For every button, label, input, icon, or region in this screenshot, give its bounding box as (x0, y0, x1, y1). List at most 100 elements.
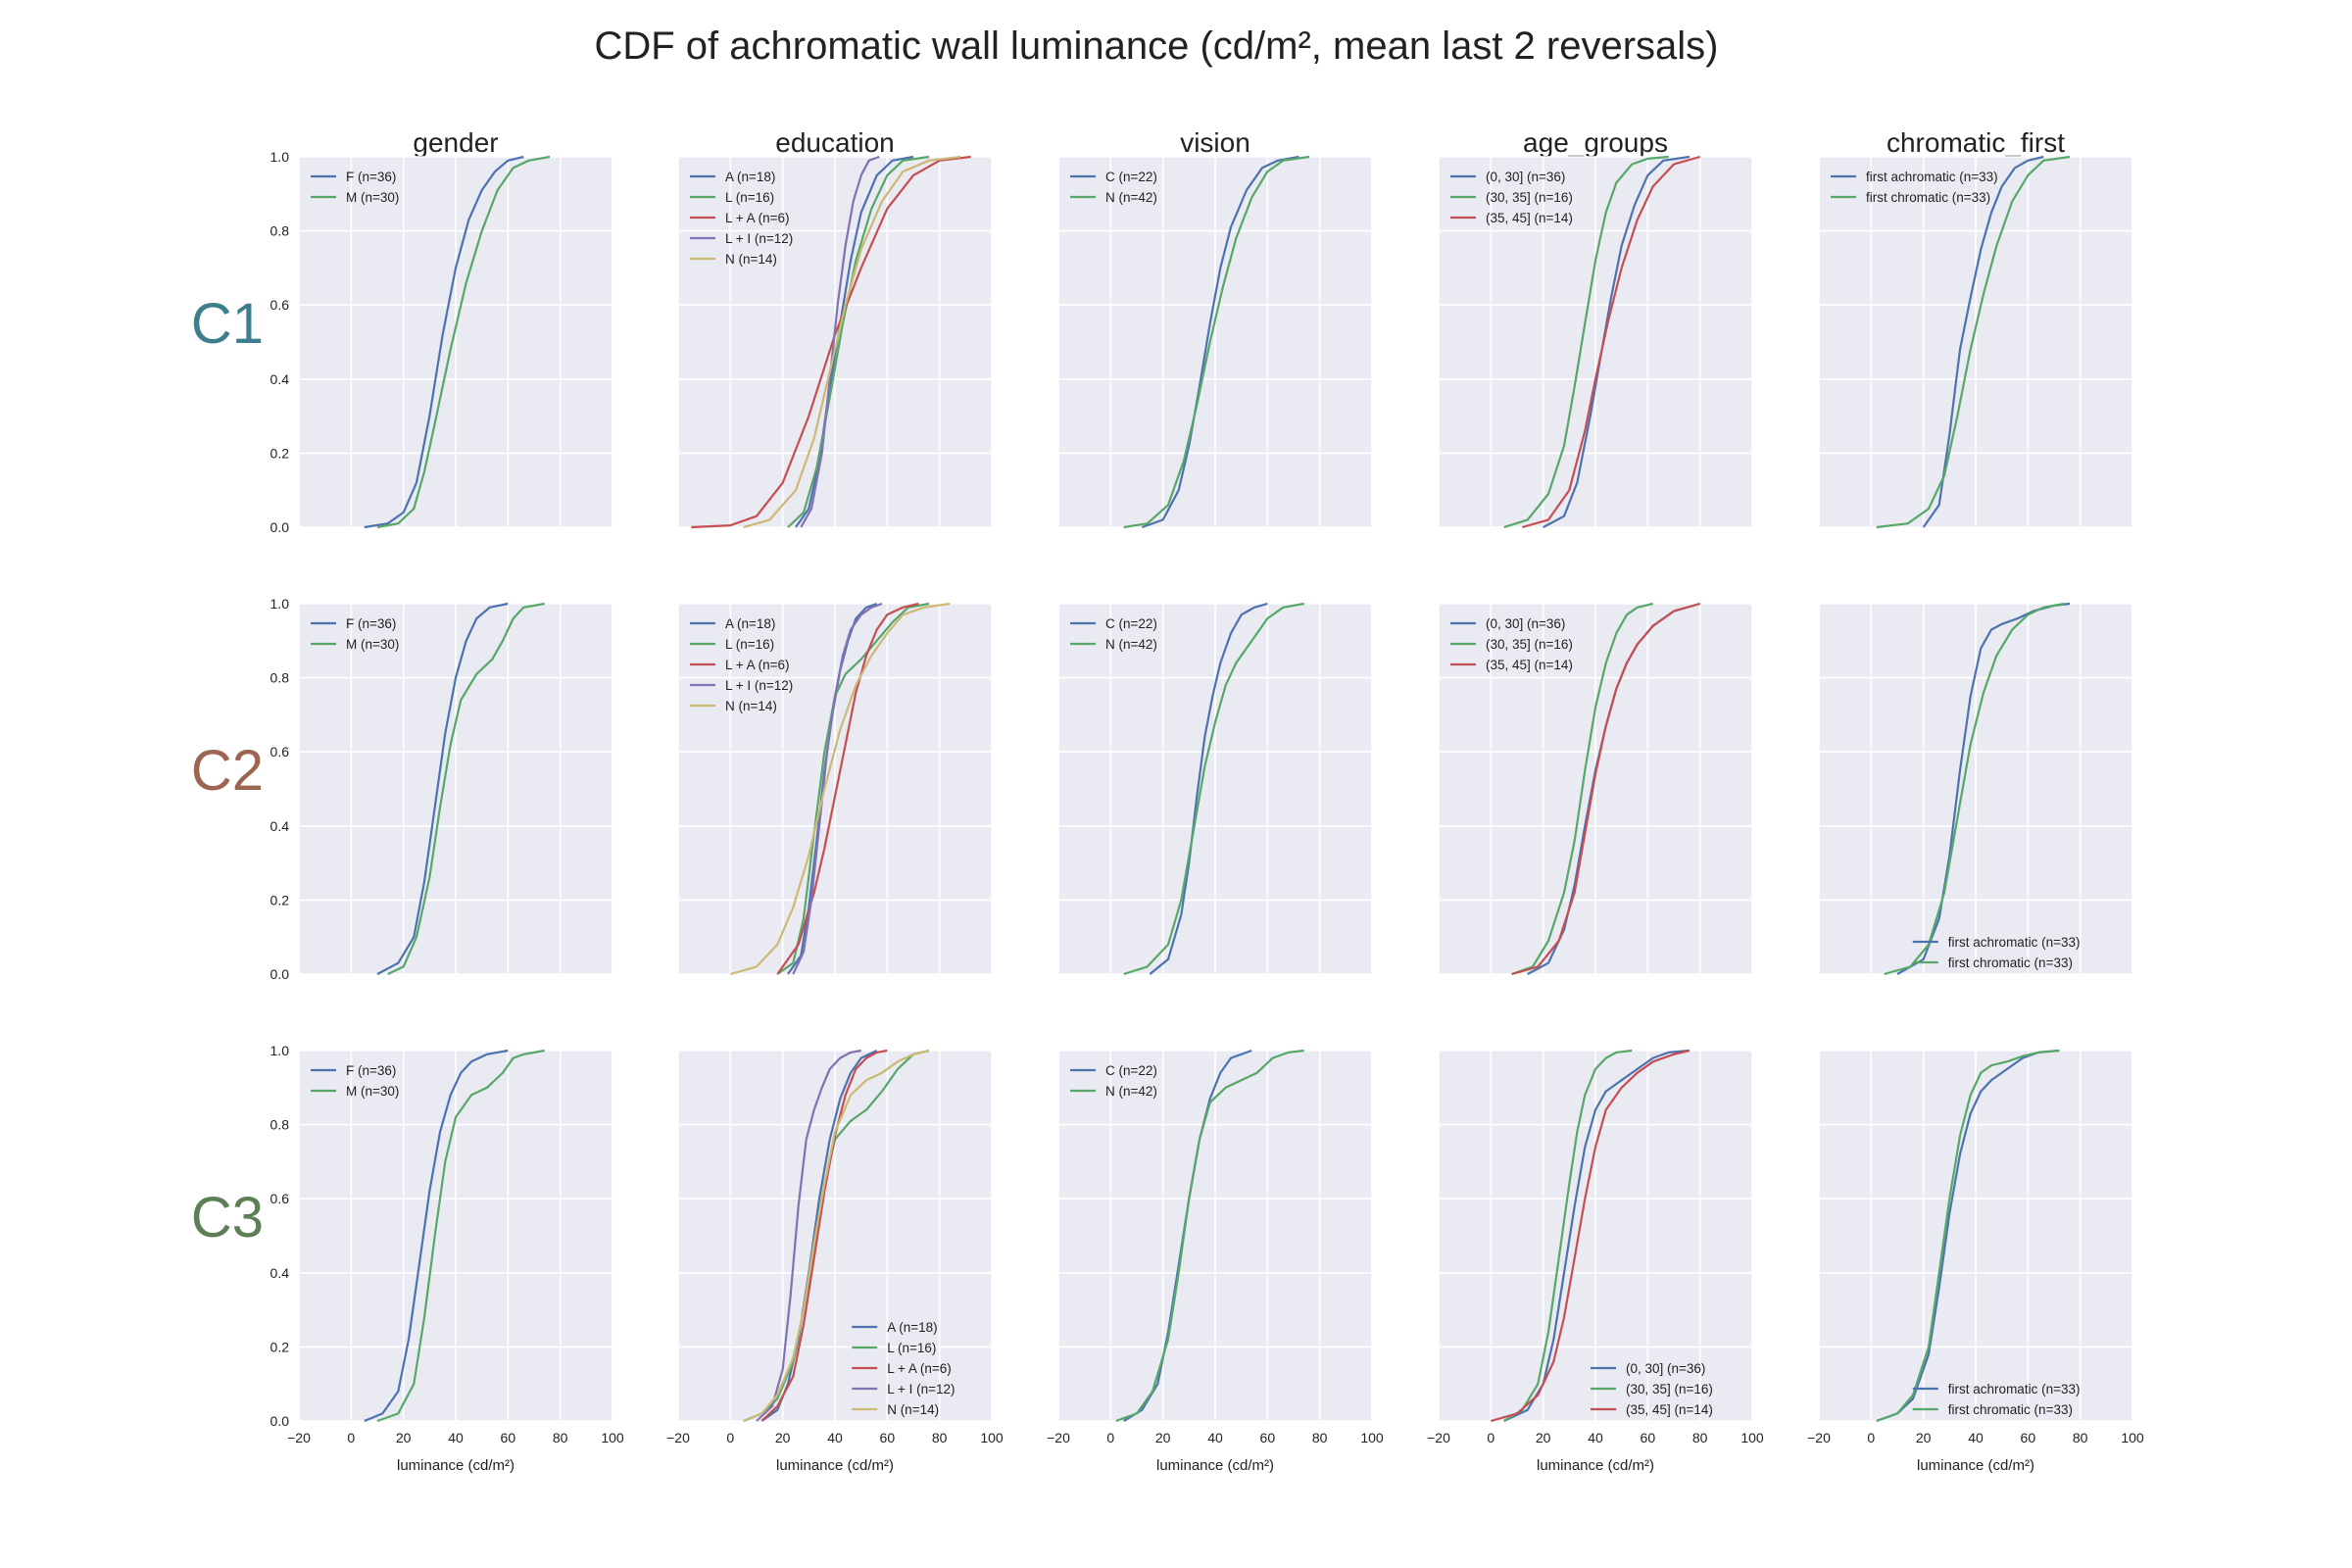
x-tick-label: 80 (553, 1430, 568, 1446)
legend-label: (0, 30] (n=36) (1486, 616, 1565, 631)
x-tick-label: 60 (1641, 1430, 1656, 1446)
legend-label: L + I (n=12) (887, 1382, 955, 1396)
legend-label: (30, 35] (n=16) (1486, 190, 1573, 205)
y-tick-label: 0.6 (270, 1191, 290, 1206)
column-title-vision: vision (1180, 127, 1250, 158)
x-tick-label: −20 (287, 1430, 311, 1446)
cdf-line-l-a-n-6 (760, 1049, 888, 1422)
legend-label: A (n=18) (887, 1320, 937, 1335)
legend-label: (35, 45] (n=14) (1486, 658, 1573, 672)
legend-label: (30, 35] (n=16) (1626, 1382, 1713, 1396)
cdf-line-first-chromatic-n-33 (1876, 155, 2071, 529)
legend-label: M (n=30) (346, 1084, 399, 1099)
y-tick-label: 0.8 (270, 1117, 290, 1133)
panel-c1-education: A (n=18) L (n=16) L + A (n=6) L + I (n=12) N… (677, 155, 993, 529)
x-tick-label: 40 (1588, 1430, 1603, 1446)
x-tick-label: 20 (1536, 1430, 1551, 1446)
legend-label: L + I (n=12) (725, 678, 793, 693)
cdf-line-f-n-36 (376, 602, 509, 975)
cdf-line-n-n-42 (1123, 155, 1310, 529)
panel-c3-vision: −20 0 20 40 60 80 100 luminance (cd/m²) C (n=22)… (1047, 1049, 1384, 1474)
cdf-line-first-achromatic-n-33 (1922, 155, 2044, 528)
cdf-line-n-n-14 (743, 1049, 930, 1423)
cdf-line-n-n-42 (1115, 1049, 1304, 1423)
y-tick-label: 1.0 (270, 149, 290, 165)
x-tick-label: 80 (1692, 1430, 1708, 1446)
column-titles: gender education vision age_groups chromatic… (413, 127, 2065, 158)
legend-label: (0, 30] (n=36) (1486, 170, 1565, 184)
legend: (0, 30] (n=36) (30, 35] (n=16) (35, 45] (n… (1450, 170, 1573, 225)
legend-label: M (n=30) (346, 190, 399, 205)
legend-label: M (n=30) (346, 637, 399, 652)
cdf-line-m-n-30 (387, 602, 545, 975)
legend-label: N (n=42) (1105, 1084, 1157, 1099)
x-tick-label: −20 (1427, 1430, 1450, 1446)
panel-c2-education: A (n=18) L (n=16) L + A (n=6) L + I (n=12) N… (677, 602, 993, 976)
x-tick-label: 20 (1916, 1430, 1932, 1446)
legend-label: L + A (n=6) (725, 658, 790, 672)
legend-label: (35, 45] (n=14) (1626, 1402, 1713, 1417)
legend-label: N (n=14) (725, 699, 777, 713)
panel-c2-vision: C (n=22) N (n=42) (1057, 602, 1373, 976)
x-tick-label: 20 (1155, 1430, 1171, 1446)
legend: F (n=36) M (n=30) (311, 616, 399, 652)
x-tick-label: 100 (2121, 1430, 2144, 1446)
legend-label: L (n=16) (725, 190, 774, 205)
x-tick-label: 0 (726, 1430, 734, 1446)
panel-c3-gender: 0.0 0.2 0.4 0.6 0.8 1.0 −20 0 20 40 60 80 100 luminan… (270, 1043, 624, 1474)
y-tick-label: 0.6 (270, 297, 290, 313)
x-axis-label: luminance (cd/m²) (1917, 1457, 2034, 1474)
legend-label: L + A (n=6) (725, 211, 790, 225)
legend-label: first chromatic (n=33) (1866, 190, 1990, 205)
x-tick-label: 0 (347, 1430, 355, 1446)
legend: A (n=18) L (n=16) L + A (n=6) L + I (n=12) N… (690, 616, 793, 713)
cdf-line-first-chromatic-n-33 (1884, 602, 2065, 976)
cdf-line-30-35-n-16 (1503, 1049, 1633, 1422)
x-tick-label: 20 (396, 1430, 412, 1446)
x-tick-label: −20 (666, 1430, 690, 1446)
row-label-c1: C1 (191, 292, 264, 356)
panel-c1-vision: C (n=22) N (n=42) (1057, 155, 1373, 529)
y-tick-label: 0.8 (270, 223, 290, 239)
column-title-gender: gender (413, 127, 498, 158)
panel-c2-chromatic-first: first achromatic (n=33) first chromatic (… (1818, 602, 2133, 976)
y-tick-label: 0.4 (270, 1265, 290, 1281)
x-axis-label: luminance (cd/m²) (397, 1457, 514, 1474)
legend-label: C (n=22) (1105, 170, 1157, 184)
panel-c2-age-groups: (0, 30] (n=36) (30, 35] (n=16) (35, 45] (n… (1438, 602, 1753, 976)
cdf-line-first-chromatic-n-33 (1876, 1049, 2060, 1423)
x-tick-label: 40 (1968, 1430, 1984, 1446)
cdf-line-l-i-n-12 (792, 602, 883, 975)
legend: first achromatic (n=33) first chromatic (… (1831, 170, 1998, 205)
panel-c3-education: −20 0 20 40 60 80 100 luminance (cd/m²) A (n=18)… (666, 1049, 1004, 1474)
row-labels: C1 C2 C3 (191, 292, 264, 1250)
x-axis-label: luminance (cd/m²) (1537, 1457, 1654, 1474)
x-axis-label: luminance (cd/m²) (776, 1457, 894, 1474)
y-tick-label: 0.4 (270, 371, 290, 387)
cdf-line-35-45-n-14 (1511, 602, 1701, 976)
x-tick-label: 20 (775, 1430, 791, 1446)
cdf-line-l-i-n-12 (800, 155, 880, 528)
x-tick-label: 40 (1207, 1430, 1223, 1446)
y-tick-label: 0.4 (270, 818, 290, 834)
x-tick-label: −20 (1807, 1430, 1831, 1446)
cdf-line-l-i-n-12 (756, 1049, 861, 1422)
x-tick-label: 100 (601, 1430, 624, 1446)
legend: first achromatic (n=33) first chromatic (… (1912, 1382, 2081, 1417)
legend-label: L + I (n=12) (725, 231, 793, 246)
legend-label: A (n=18) (725, 616, 775, 631)
legend-label: F (n=36) (346, 170, 396, 184)
x-tick-label: −20 (1047, 1430, 1070, 1446)
panel-c1-age-groups: (0, 30] (n=36) (30, 35] (n=16) (35, 45] (n… (1438, 155, 1753, 529)
legend-label: N (n=42) (1105, 637, 1157, 652)
column-title-age-groups: age_groups (1523, 127, 1668, 158)
cdf-line-n-n-42 (1123, 602, 1304, 976)
x-tick-label: 0 (1487, 1430, 1494, 1446)
column-title-education: education (775, 127, 894, 158)
x-tick-label: 60 (1260, 1430, 1276, 1446)
x-tick-label: 0 (1867, 1430, 1875, 1446)
legend-label: first achromatic (n=33) (1948, 1382, 2081, 1396)
y-tick-label: 0.2 (270, 1339, 290, 1354)
legend-label: first chromatic (n=33) (1948, 956, 2073, 970)
legend: A (n=18) L (n=16) L + A (n=6) L + I (n=12) N… (852, 1320, 955, 1417)
